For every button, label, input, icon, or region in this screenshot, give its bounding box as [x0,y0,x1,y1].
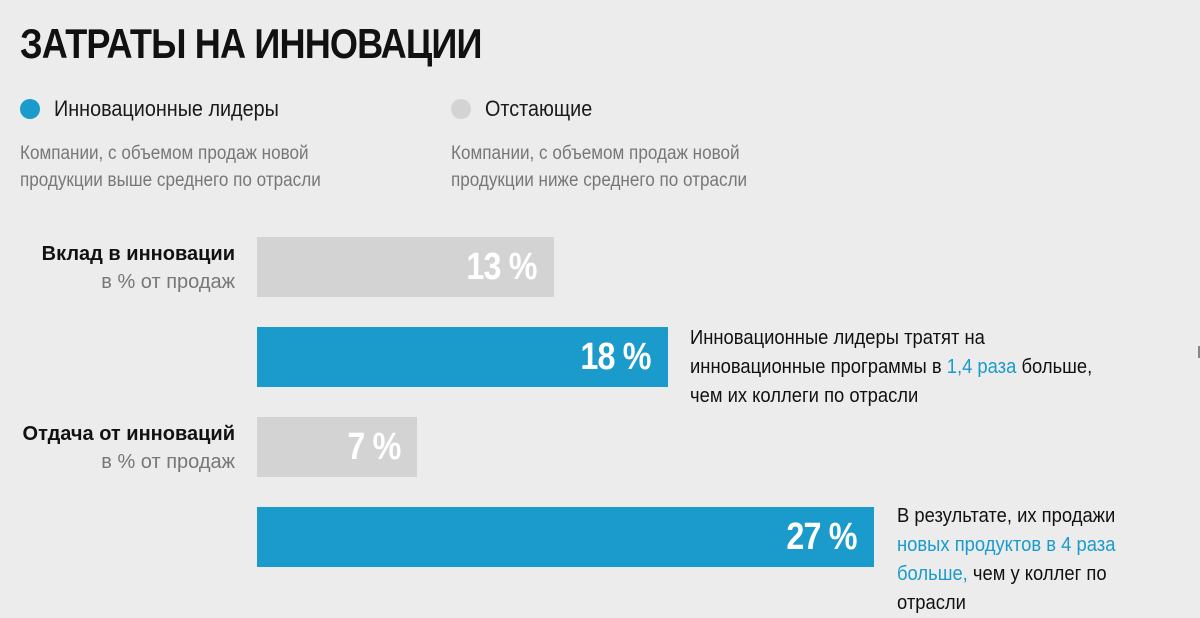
legend-label-laggards: Отстающие [485,96,593,121]
legend-label-leaders: Инновационные лидеры [54,96,279,121]
legend-desc-leaders: Компании, с объемом продаж новой продукц… [20,140,344,194]
bar-value-label: 27 % [786,515,858,558]
legend-marker-laggards [451,99,471,119]
legend-desc-laggards-line1: Компании, с объемом продаж новой [451,143,740,164]
legend-marker-leaders [20,99,40,119]
category-title: Отдача от инноваций [22,423,235,445]
bar-value-label: 7 % [346,425,401,468]
annotation-text: инновационные программы в [690,356,947,378]
annotation-text: больше, [1016,356,1093,378]
annotation-line: отрасли [897,592,966,614]
bar-value-label: 18 % [580,335,652,378]
annotation-text: чем у коллег по [967,563,1107,585]
bar-value-label: 13 % [466,245,538,288]
annotation-spend: Инновационные лидеры тратят на инновацио… [690,324,1132,411]
bar-leaders-return: 27 % [257,507,874,567]
bar-laggards-return: 7 % [257,417,417,477]
edge-mark [1198,346,1200,358]
annotation-line: Инновационные лидеры тратят на [690,327,985,349]
legend-desc-leaders-line2: продукции выше среднего по отрасли [20,170,321,191]
category-label-contribution: Вклад в инновации в % от продаж [42,240,235,296]
annotation-highlight: больше, [897,563,968,585]
category-subtitle: в % от продаж [101,451,235,473]
category-subtitle: в % от продаж [101,271,235,293]
annotation-line: чем их коллеги по отрасли [690,385,919,407]
annotation-line: больше, чем у коллег по [897,560,1173,589]
annotation-line: В результате, их продажи [897,505,1116,527]
annotation-highlight: новых продуктов в 4 раза [897,534,1116,556]
legend-desc-laggards-line2: продукции ниже среднего по отрасли [451,170,748,191]
legend-desc-leaders-line1: Компании, с объемом продаж новой [20,143,309,164]
chart-title: ЗАТРАТЫ НА ИННОВАЦИИ [20,20,482,67]
category-label-return: Отдача от инноваций в % от продаж [23,420,235,476]
annotation-highlight: 1,4 раза [946,356,1017,378]
category-title: Вклад в инновации [41,243,235,265]
bar-leaders-contribution: 18 % [257,327,668,387]
legend-desc-laggards: Компании, с объемом продаж новой продукц… [451,140,775,194]
bar-laggards-contribution: 13 % [257,237,554,297]
annotation-line: инновационные программы в 1,4 раза больш… [690,353,1132,382]
annotation-result: В результате, их продажи новых продуктов… [897,502,1173,618]
